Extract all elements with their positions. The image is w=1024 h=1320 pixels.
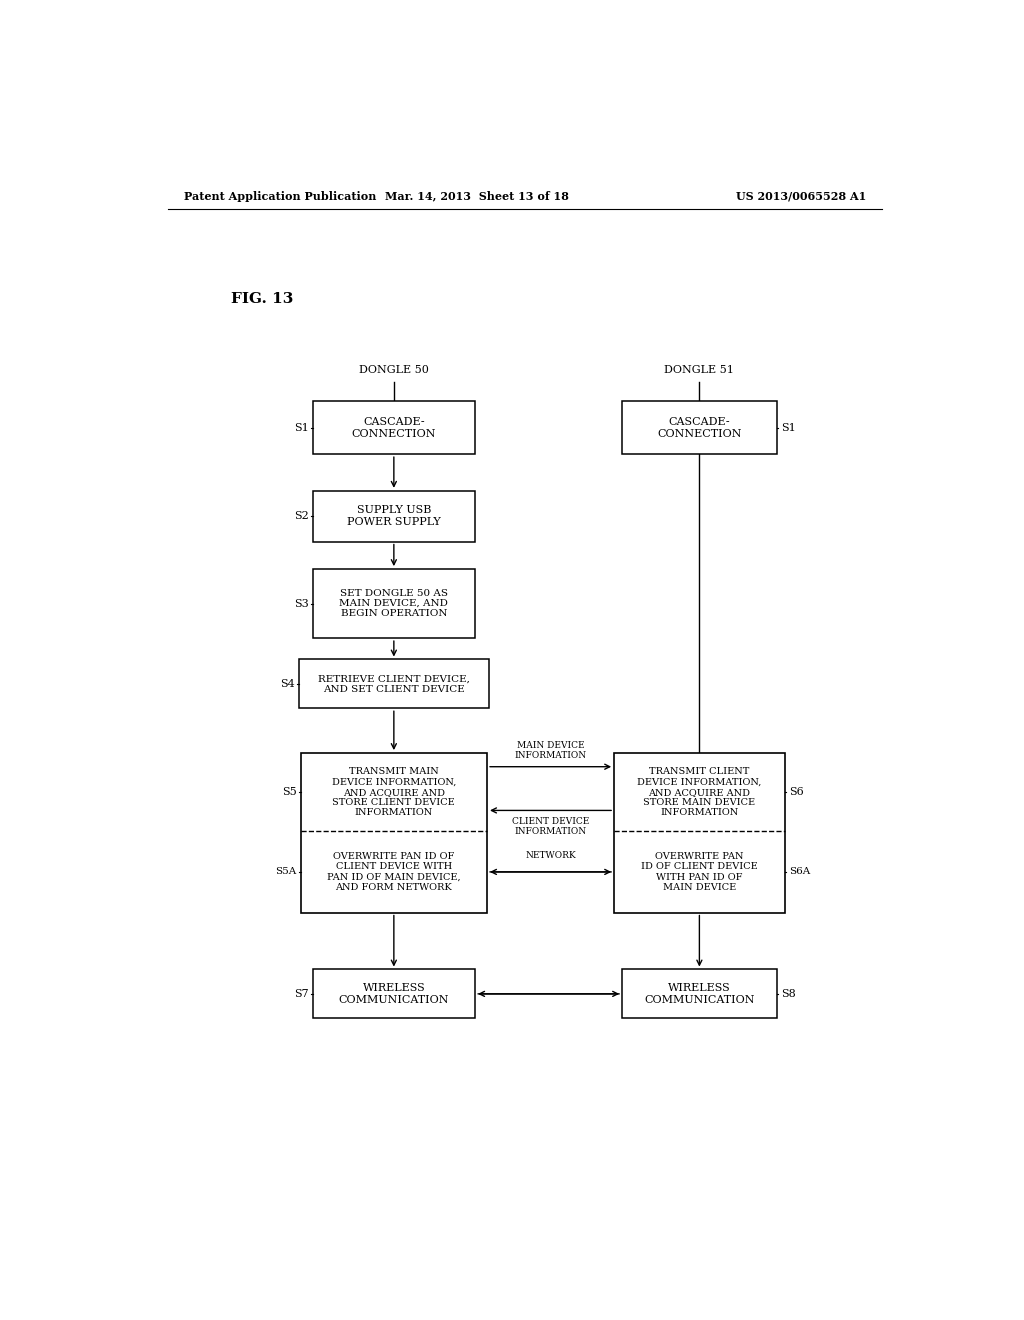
FancyBboxPatch shape xyxy=(622,969,777,1018)
Text: US 2013/0065528 A1: US 2013/0065528 A1 xyxy=(736,190,866,202)
Text: SET DONGLE 50 AS
MAIN DEVICE, AND
BEGIN OPERATION: SET DONGLE 50 AS MAIN DEVICE, AND BEGIN … xyxy=(339,589,449,619)
Text: TRANSMIT MAIN
DEVICE INFORMATION,
AND ACQUIRE AND
STORE CLIENT DEVICE
INFORMATIO: TRANSMIT MAIN DEVICE INFORMATION, AND AC… xyxy=(332,767,456,817)
Text: S1: S1 xyxy=(294,422,308,433)
Text: MAIN DEVICE
INFORMATION: MAIN DEVICE INFORMATION xyxy=(514,741,587,760)
Text: DONGLE 51: DONGLE 51 xyxy=(665,364,734,375)
Text: S3: S3 xyxy=(294,598,308,609)
Text: S4: S4 xyxy=(280,678,295,689)
FancyBboxPatch shape xyxy=(312,969,475,1018)
Text: TRANSMIT CLIENT
DEVICE INFORMATION,
AND ACQUIRE AND
STORE MAIN DEVICE
INFORMATIO: TRANSMIT CLIENT DEVICE INFORMATION, AND … xyxy=(637,767,762,817)
Text: S6A: S6A xyxy=(788,867,810,876)
Text: S7: S7 xyxy=(294,989,308,999)
Text: DONGLE 50: DONGLE 50 xyxy=(359,364,429,375)
Text: OVERWRITE PAN
ID OF CLIENT DEVICE
WITH PAN ID OF
MAIN DEVICE: OVERWRITE PAN ID OF CLIENT DEVICE WITH P… xyxy=(641,851,758,892)
Text: CLIENT DEVICE
INFORMATION: CLIENT DEVICE INFORMATION xyxy=(512,817,589,837)
FancyBboxPatch shape xyxy=(312,401,475,454)
Text: S5: S5 xyxy=(282,787,297,797)
Text: NETWORK: NETWORK xyxy=(525,851,575,861)
FancyBboxPatch shape xyxy=(614,752,784,912)
FancyBboxPatch shape xyxy=(299,660,489,709)
FancyBboxPatch shape xyxy=(622,401,777,454)
Text: S2: S2 xyxy=(294,511,308,521)
Text: SUPPLY USB
POWER SUPPLY: SUPPLY USB POWER SUPPLY xyxy=(347,506,440,527)
Text: CASCADE-
CONNECTION: CASCADE- CONNECTION xyxy=(351,417,436,438)
Text: CASCADE-
CONNECTION: CASCADE- CONNECTION xyxy=(657,417,741,438)
Text: Patent Application Publication: Patent Application Publication xyxy=(183,190,376,202)
Text: WIRELESS
COMMUNICATION: WIRELESS COMMUNICATION xyxy=(339,983,450,1005)
Text: FIG. 13: FIG. 13 xyxy=(231,292,294,306)
Text: WIRELESS
COMMUNICATION: WIRELESS COMMUNICATION xyxy=(644,983,755,1005)
Text: S6: S6 xyxy=(788,787,804,797)
FancyBboxPatch shape xyxy=(312,491,475,541)
Text: OVERWRITE PAN ID OF
CLIENT DEVICE WITH
PAN ID OF MAIN DEVICE,
AND FORM NETWORK: OVERWRITE PAN ID OF CLIENT DEVICE WITH P… xyxy=(327,851,461,892)
FancyBboxPatch shape xyxy=(301,752,487,912)
Text: S5A: S5A xyxy=(275,867,297,876)
Text: S1: S1 xyxy=(780,422,796,433)
FancyBboxPatch shape xyxy=(312,569,475,638)
Text: Mar. 14, 2013  Sheet 13 of 18: Mar. 14, 2013 Sheet 13 of 18 xyxy=(385,190,569,202)
Text: RETRIEVE CLIENT DEVICE,
AND SET CLIENT DEVICE: RETRIEVE CLIENT DEVICE, AND SET CLIENT D… xyxy=(317,675,470,693)
Text: S8: S8 xyxy=(780,989,796,999)
